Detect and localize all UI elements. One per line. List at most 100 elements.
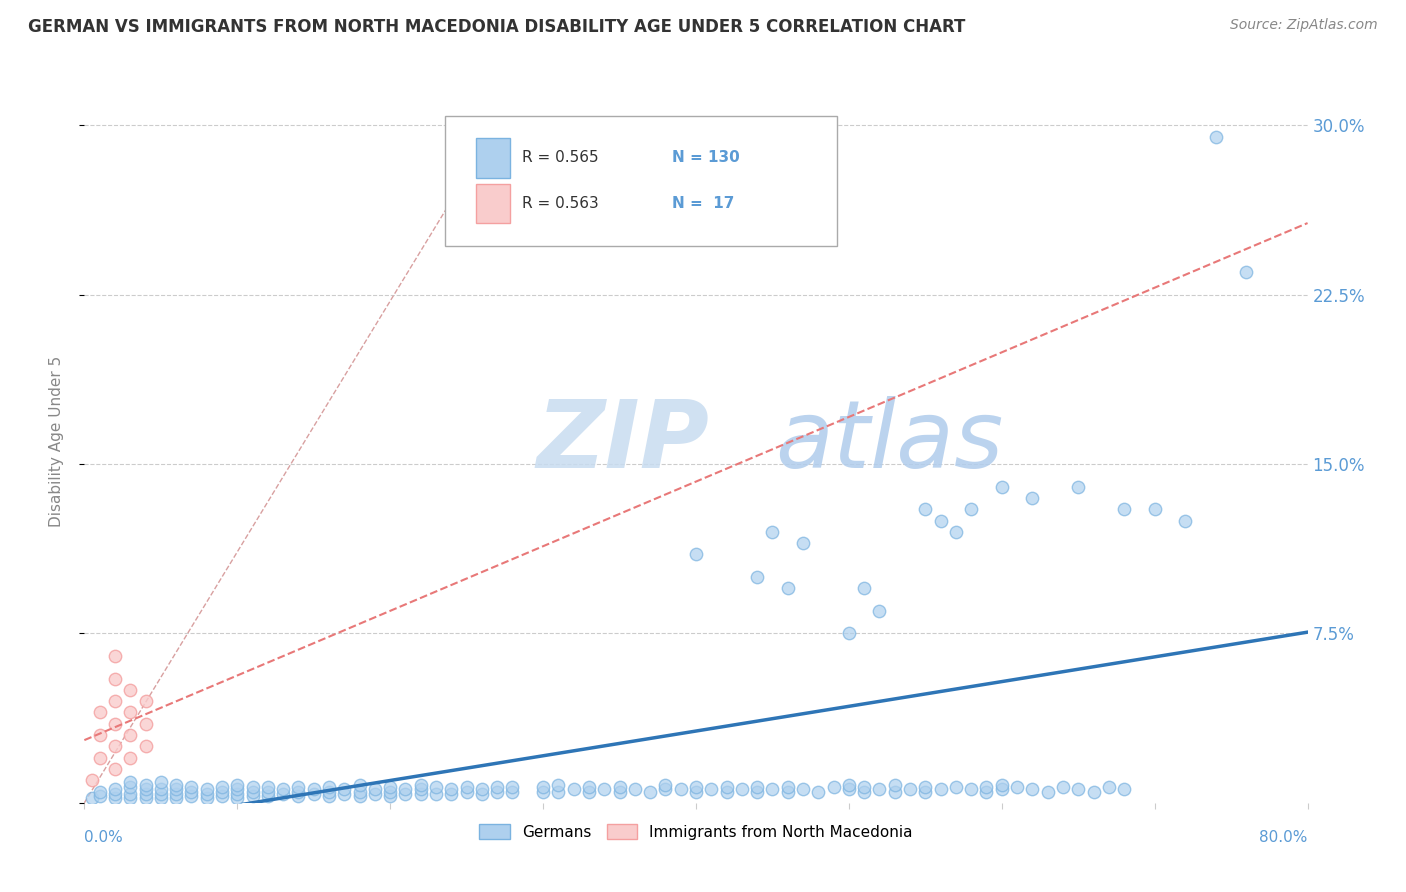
Point xyxy=(349,778,371,792)
Point xyxy=(471,787,494,801)
Point xyxy=(165,778,187,792)
Point xyxy=(287,789,309,803)
Point xyxy=(80,791,103,805)
Point xyxy=(394,787,416,801)
Point xyxy=(502,784,524,798)
Point xyxy=(120,780,142,794)
Point xyxy=(135,739,157,754)
Point xyxy=(211,780,233,794)
Point xyxy=(945,524,967,539)
Text: R = 0.563: R = 0.563 xyxy=(522,195,599,211)
Point xyxy=(960,782,983,797)
Y-axis label: Disability Age Under 5: Disability Age Under 5 xyxy=(49,356,63,527)
Point xyxy=(271,782,294,797)
Point xyxy=(883,778,905,792)
Point xyxy=(1114,782,1136,797)
Point xyxy=(135,694,157,708)
Point xyxy=(838,778,860,792)
Point xyxy=(914,784,936,798)
Point xyxy=(104,782,127,797)
Point xyxy=(409,787,432,801)
Point xyxy=(547,778,569,792)
Point xyxy=(792,782,814,797)
Point xyxy=(929,514,952,528)
Point xyxy=(853,784,876,798)
Point xyxy=(349,789,371,803)
Point xyxy=(1236,265,1258,279)
Point xyxy=(364,782,387,797)
Point xyxy=(394,782,416,797)
Point xyxy=(135,787,157,801)
Point xyxy=(120,775,142,789)
Point xyxy=(685,784,707,798)
Point xyxy=(226,782,249,797)
Point xyxy=(89,784,111,798)
Point xyxy=(425,787,447,801)
Point xyxy=(211,789,233,803)
Point xyxy=(302,782,325,797)
Point xyxy=(120,791,142,805)
Point xyxy=(991,778,1014,792)
Point xyxy=(120,750,142,764)
Point xyxy=(685,780,707,794)
Point xyxy=(1021,782,1043,797)
Point xyxy=(1021,491,1043,505)
Point xyxy=(654,782,676,797)
Point xyxy=(195,782,218,797)
Point xyxy=(991,782,1014,797)
Point xyxy=(838,626,860,640)
Point xyxy=(578,780,600,794)
Point xyxy=(823,780,845,794)
Point xyxy=(195,791,218,805)
Point xyxy=(486,784,509,798)
Point xyxy=(547,784,569,798)
Point xyxy=(747,780,769,794)
Point xyxy=(104,694,127,708)
Text: R = 0.565: R = 0.565 xyxy=(522,150,599,165)
Point xyxy=(976,784,998,798)
Point xyxy=(1067,480,1090,494)
Point xyxy=(287,780,309,794)
Point xyxy=(747,784,769,798)
Point xyxy=(242,784,264,798)
Point xyxy=(869,782,891,797)
Point xyxy=(165,787,187,801)
Point xyxy=(318,789,340,803)
Point xyxy=(593,782,616,797)
Point xyxy=(135,791,157,805)
Point xyxy=(135,778,157,792)
Point xyxy=(716,780,738,794)
Point xyxy=(380,784,402,798)
Point xyxy=(1143,502,1166,516)
Point xyxy=(1052,780,1074,794)
Point xyxy=(318,784,340,798)
Point xyxy=(1067,782,1090,797)
Point xyxy=(89,789,111,803)
Point xyxy=(960,502,983,516)
Point xyxy=(149,791,172,805)
Point xyxy=(624,782,647,797)
Point xyxy=(1005,780,1028,794)
Point xyxy=(976,780,998,794)
Bar xyxy=(475,138,510,178)
Point xyxy=(562,782,585,797)
Text: GERMAN VS IMMIGRANTS FROM NORTH MACEDONIA DISABILITY AGE UNDER 5 CORRELATION CHA: GERMAN VS IMMIGRANTS FROM NORTH MACEDONI… xyxy=(28,18,966,36)
Point xyxy=(165,791,187,805)
Point xyxy=(853,582,876,596)
Point xyxy=(776,582,799,596)
Point xyxy=(302,787,325,801)
Point xyxy=(120,787,142,801)
Point xyxy=(180,784,202,798)
Point xyxy=(104,672,127,686)
Point xyxy=(89,706,111,720)
Point xyxy=(180,780,202,794)
Point xyxy=(80,773,103,788)
Point xyxy=(609,784,631,798)
Point xyxy=(898,782,921,797)
Point xyxy=(333,782,356,797)
Point xyxy=(257,780,280,794)
Point xyxy=(1036,784,1059,798)
Point xyxy=(165,782,187,797)
Point xyxy=(120,728,142,742)
Point xyxy=(440,782,463,797)
